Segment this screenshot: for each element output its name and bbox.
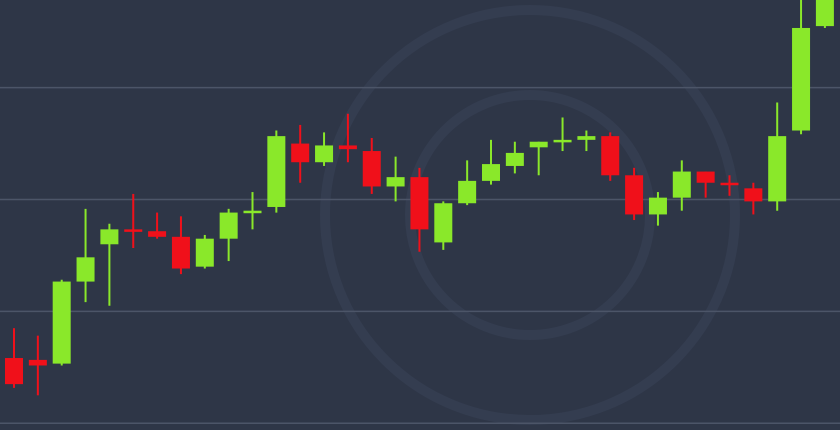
candle-body-down bbox=[338, 145, 357, 150]
candle-body-up bbox=[386, 177, 405, 187]
candle-body-up bbox=[52, 281, 71, 364]
candle-body-up bbox=[434, 203, 453, 243]
candle-body-down bbox=[171, 236, 190, 269]
candle-body-down bbox=[625, 175, 644, 215]
candle-body-down bbox=[410, 177, 429, 230]
candle-body-up bbox=[482, 164, 500, 181]
candle-body-up bbox=[76, 257, 95, 282]
candle-body-up bbox=[267, 136, 286, 207]
watermark-ring bbox=[320, 5, 740, 425]
candle-body-up bbox=[577, 136, 596, 140]
watermark-inner-ring bbox=[405, 90, 655, 340]
candle-body-up bbox=[195, 238, 214, 267]
candle-body-down bbox=[5, 358, 23, 385]
candle-body-down bbox=[720, 182, 739, 186]
candle-body-up bbox=[553, 139, 572, 143]
candle-body-up bbox=[315, 145, 334, 163]
watermark-logo bbox=[320, 5, 740, 425]
candle-body-up bbox=[243, 210, 262, 214]
candle-body-up bbox=[100, 229, 119, 245]
candle-body-down bbox=[696, 171, 715, 183]
candle-body-up bbox=[529, 141, 548, 148]
candle-body-up bbox=[768, 136, 787, 202]
candle-body-up bbox=[672, 171, 691, 198]
candle-bodies bbox=[5, 0, 834, 385]
candle-body-up bbox=[792, 27, 811, 131]
candle-body-down bbox=[291, 143, 310, 163]
candle-body-down bbox=[601, 136, 620, 176]
candle-body-down bbox=[362, 151, 381, 187]
candle-body-up bbox=[648, 197, 667, 215]
gridlines bbox=[0, 86, 840, 425]
candle-body-down bbox=[28, 359, 47, 366]
candle-body-up bbox=[815, 0, 834, 27]
candle-body-up bbox=[505, 152, 524, 166]
candle-body-up bbox=[458, 180, 477, 204]
candle-body-down bbox=[148, 231, 167, 237]
candle-body-down bbox=[744, 188, 763, 202]
candle-body-up bbox=[219, 212, 238, 239]
candle-body-down bbox=[124, 229, 143, 232]
